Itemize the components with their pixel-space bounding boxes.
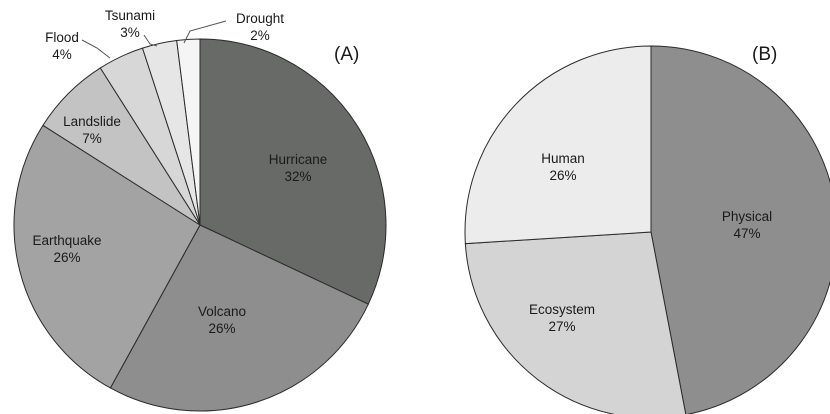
slice-earthquake	[13, 124, 201, 389]
slice-physical	[650, 45, 830, 414]
slice-label-physical: Physical 47%	[722, 209, 772, 241]
pie-chart-a: Hurricane 32% Volcano 26% Earthquake 26% Lands…	[13, 8, 387, 412]
slice-label-drought: Drought 2%	[236, 11, 284, 43]
pie-chart-b: Physical 47% Ecosystem 27% Human 26%	[464, 45, 830, 414]
slice-label-tsunami: Tsunami 3%	[105, 8, 155, 40]
leader-line-drought	[183, 20, 227, 44]
leader-line-flood	[81, 39, 111, 59]
slice-human	[464, 45, 652, 245]
panel-label-b: (B)	[752, 44, 777, 65]
slice-hurricane	[199, 38, 387, 305]
slice-ecosystem	[464, 231, 687, 414]
panel-label-a: (A)	[334, 44, 359, 65]
slice-label-landslide: Landslide 7%	[63, 114, 121, 146]
slice-label-hurricane: Hurricane 32%	[269, 152, 328, 184]
slice-label-volcano: Volcano 26%	[198, 304, 246, 336]
slice-label-human: Human 26%	[541, 151, 585, 183]
leader-line-tsunami	[143, 34, 158, 47]
slice-drought	[176, 38, 201, 226]
slice-label-earthquake: Earthquake 26%	[32, 233, 101, 265]
slice-label-flood: Flood 4%	[45, 30, 79, 62]
slice-label-ecosystem: Ecosystem 27%	[529, 302, 595, 334]
